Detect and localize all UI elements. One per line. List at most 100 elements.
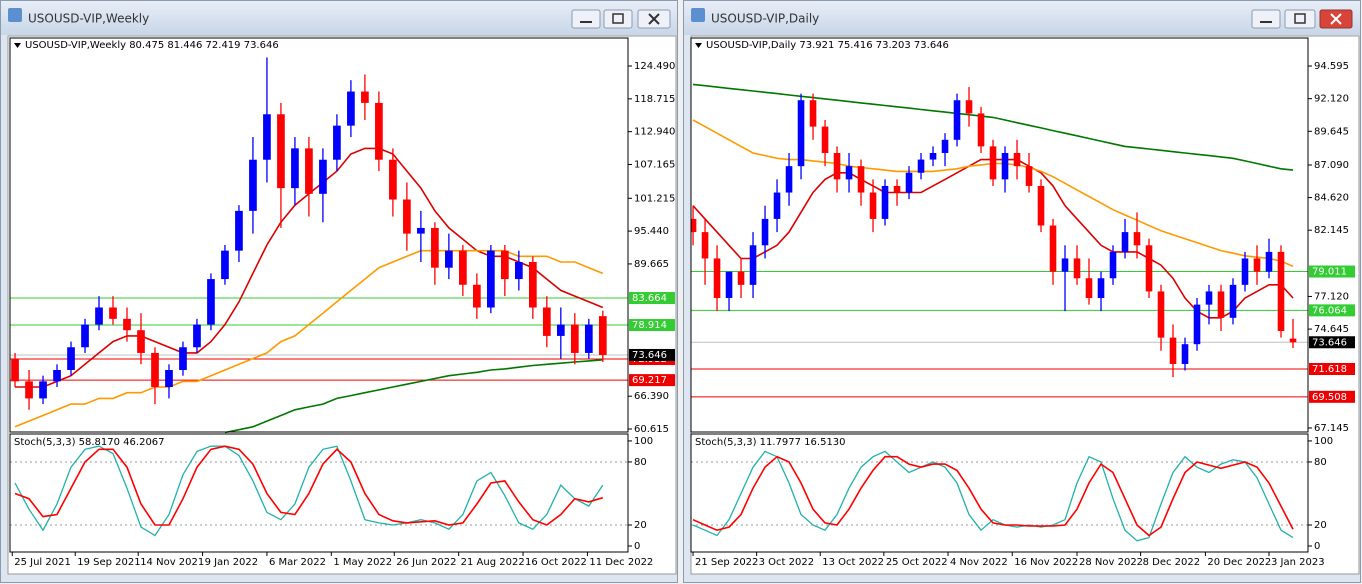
x-tick-label: 16 Oct 2022 [525,557,587,568]
candle-body [929,152,937,160]
stoch-line [14,445,604,526]
candle-body [797,100,805,167]
y-tick-label: 118.715 [634,94,675,105]
maximize-button[interactable] [603,9,633,29]
candle-body [1217,291,1225,318]
candle-body [785,166,793,193]
x-tick-label: 21 Sep 2022 [695,557,758,568]
candle-body [1085,278,1093,299]
candle-body [1169,337,1177,364]
candle-body [701,232,709,259]
price-label: 73.646 [632,350,667,361]
y-tick-label: 74.645 [1314,324,1349,335]
candle-body [1181,344,1189,364]
y-tick-label: 107.165 [634,159,675,170]
candle-body [249,159,257,211]
x-tick-label: 3 Oct 2022 [759,557,814,568]
y-tick-label: 112.940 [634,127,675,138]
candle-body [773,192,781,219]
level-label-box [1309,304,1355,317]
level-label: 69.217 [632,375,667,386]
level-label: 69.508 [1312,392,1347,403]
x-tick-label: 11 Dec 2022 [589,557,653,568]
main-pane [690,37,1309,433]
collapse-arrow [695,43,702,48]
y-tick-label: 89.665 [634,259,669,270]
stoch-tick-label: 20 [1314,520,1327,531]
x-tick-label: 26 Jun 2022 [396,557,456,568]
candle-body [570,324,579,353]
y-tick-label: 95.440 [634,226,669,237]
stoch-header: Stoch(5,3,3) 58.8170 46.2067 [14,437,165,448]
x-tick-label: 8 Dec 2022 [1143,557,1201,568]
candle-body [556,324,565,336]
candle-body [193,324,201,348]
level-label-box [629,292,675,305]
stoch-pane [9,433,629,553]
chart-header: USOUSD-VIP,Daily 73.921 75.416 73.203 73… [706,40,949,51]
x-tick-label: 20 Dec 2022 [1207,557,1271,568]
minimize-button[interactable] [571,9,601,29]
candle-body [109,307,117,319]
y-tick-label: 89.645 [1314,126,1349,137]
window-title: USOUSD-VIP,Daily [711,12,819,26]
y-tick-label: 124.490 [634,61,675,72]
candle-body [584,324,593,353]
x-tick-label: 4 Nov 2022 [950,557,1008,568]
level-label-box [1309,362,1355,375]
level-label: 83.664 [632,293,667,304]
x-tick-label: 16 Nov 2022 [1014,557,1078,568]
candle-body [869,192,877,219]
x-tick-label: 28 Nov 2022 [1079,557,1143,568]
candle-body [953,100,961,140]
candle-body [137,330,145,353]
candle-body [431,227,439,268]
candle-body [737,271,745,285]
candle-body [725,271,733,299]
minimize-button[interactable] [1251,9,1281,29]
x-tick-label: 21 Aug 2022 [461,557,525,568]
window-daily: USOUSD-VIP,Daily [683,0,1361,583]
level-label-box [1309,265,1355,278]
y-tick-label: 87.090 [1314,160,1349,171]
candle-body [713,258,721,299]
candle-body [500,250,509,280]
stoch-tick-label: 0 [634,541,640,552]
candle-body [1001,152,1009,180]
candle-body [1121,232,1129,252]
y-tick-label: 94.595 [1314,61,1349,72]
candle-body [857,166,865,193]
candle-body [893,185,901,193]
level-label: 71.618 [1312,364,1347,375]
candle-body [821,126,829,153]
candle-body [941,139,949,153]
x-tick-label: 14 Nov 2021 [140,557,204,568]
level-label: 78.914 [632,320,667,331]
moving-average [692,83,1294,171]
x-tick-label: 9 Jan 2022 [205,557,259,568]
chart-area [690,35,1360,575]
y-tick-label: 101.215 [634,193,675,204]
candle-body [361,91,369,103]
stoch-line [692,450,1294,542]
stoch-tick-label: 80 [1314,457,1327,468]
candle-body [417,227,425,234]
candle-body [487,250,495,308]
candle-body [1253,258,1261,272]
candle-body [151,352,159,388]
candle-body [291,148,299,189]
candle-body [95,307,103,325]
candle-body [749,245,757,285]
maximize-button[interactable] [1284,9,1316,29]
plot [10,57,628,537]
candle-body [123,318,131,331]
candle-body [1061,258,1069,272]
candle-body [1205,291,1213,305]
candle-body [1013,152,1021,167]
candle-body [809,100,817,127]
candle-body [319,159,327,194]
candle-body [514,262,523,280]
stoch-tick-label: 20 [634,520,647,531]
candle-body [347,91,355,126]
stoch-line [14,445,604,537]
